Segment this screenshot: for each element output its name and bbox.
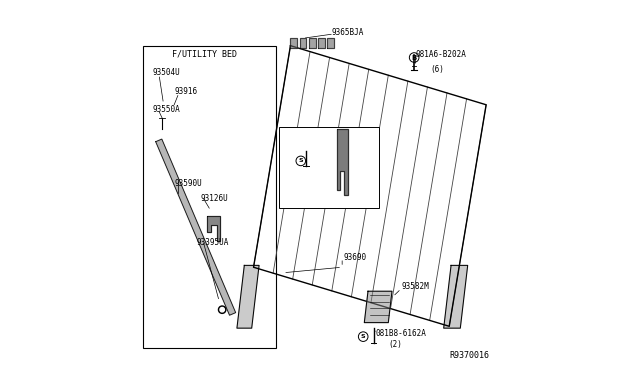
- Text: 93126U: 93126U: [200, 194, 228, 203]
- Polygon shape: [337, 129, 348, 195]
- Bar: [143, 46, 276, 349]
- Text: 081B8-6161A: 081B8-6161A: [298, 151, 349, 160]
- Text: 93504U: 93504U: [152, 68, 180, 77]
- Text: S: S: [361, 334, 365, 339]
- Text: 081B8-6162A: 081B8-6162A: [376, 328, 426, 337]
- Text: (6): (6): [431, 64, 445, 74]
- Text: F/UTILITY BED: F/UTILITY BED: [172, 50, 237, 59]
- Polygon shape: [364, 291, 392, 323]
- Text: (2): (2): [388, 340, 402, 349]
- Polygon shape: [207, 215, 220, 241]
- Polygon shape: [300, 38, 307, 48]
- Text: S: S: [298, 158, 303, 163]
- Polygon shape: [237, 265, 259, 328]
- Text: 93916: 93916: [174, 87, 197, 96]
- Text: R9370016: R9370016: [450, 350, 490, 359]
- Text: 9382IMAC(LH): 9382IMAC(LH): [294, 186, 349, 195]
- Circle shape: [218, 306, 226, 313]
- Text: 081A6-B202A: 081A6-B202A: [416, 50, 467, 59]
- Text: 9382064: 9382064: [309, 135, 341, 144]
- Text: 93690: 93690: [344, 253, 367, 262]
- Text: 93590U: 93590U: [174, 179, 202, 188]
- Bar: [280, 127, 379, 208]
- Polygon shape: [309, 38, 316, 48]
- Circle shape: [220, 308, 225, 312]
- Polygon shape: [318, 38, 324, 48]
- Text: 93582M: 93582M: [401, 282, 429, 291]
- Text: 9382IM (RH): 9382IM (RH): [294, 177, 345, 186]
- Text: 93550A: 93550A: [152, 105, 180, 114]
- Text: (6): (6): [305, 163, 319, 171]
- Text: 93500: 93500: [280, 171, 303, 181]
- Polygon shape: [444, 265, 468, 328]
- Text: B: B: [412, 55, 417, 61]
- Polygon shape: [328, 38, 334, 48]
- Text: 9365BJA: 9365BJA: [331, 28, 364, 36]
- Polygon shape: [156, 139, 236, 315]
- Text: 93395UA: 93395UA: [196, 238, 228, 247]
- Polygon shape: [291, 38, 297, 48]
